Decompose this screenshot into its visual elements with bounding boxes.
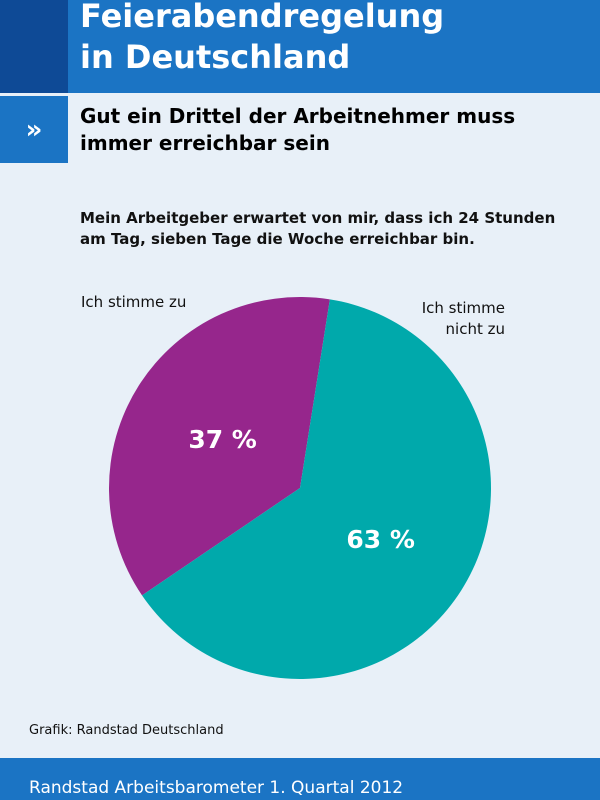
header-accent-strip (0, 0, 68, 93)
footer-bar: Randstad Arbeitsbarometer 1. Quartal 201… (0, 758, 600, 800)
subtitle: Gut ein Drittel der Arbeitnehmer muss im… (80, 104, 516, 155)
value-label-disagree: 63 % (346, 525, 415, 554)
header-banner: Feierabendregelung in Deutschland (0, 0, 600, 93)
survey-question: Mein Arbeitgeber erwartet von mir, dass … (80, 209, 556, 248)
footer-text: Randstad Arbeitsbarometer 1. Quartal 201… (29, 778, 404, 798)
pie-slice-disagree (142, 299, 492, 679)
pie-value-labels: 37 % 63 % (188, 425, 415, 554)
value-label-agree: 37 % (188, 425, 257, 454)
double-chevron-icon: » (0, 96, 68, 163)
pie-chart: 37 % 63 % Ich stimme zu Ich stimme nicht z… (81, 293, 505, 679)
slice-label-agree: Ich stimme zu (81, 293, 186, 311)
pie-slice-agree (108, 297, 330, 596)
source-credit: Grafik: Randstad Deutschland (29, 723, 224, 738)
pie-slices (108, 297, 492, 679)
page-title: Feierabendregelung in Deutschland (80, 0, 445, 76)
slice-label-disagree: Ich stimme nicht zu (422, 299, 505, 338)
